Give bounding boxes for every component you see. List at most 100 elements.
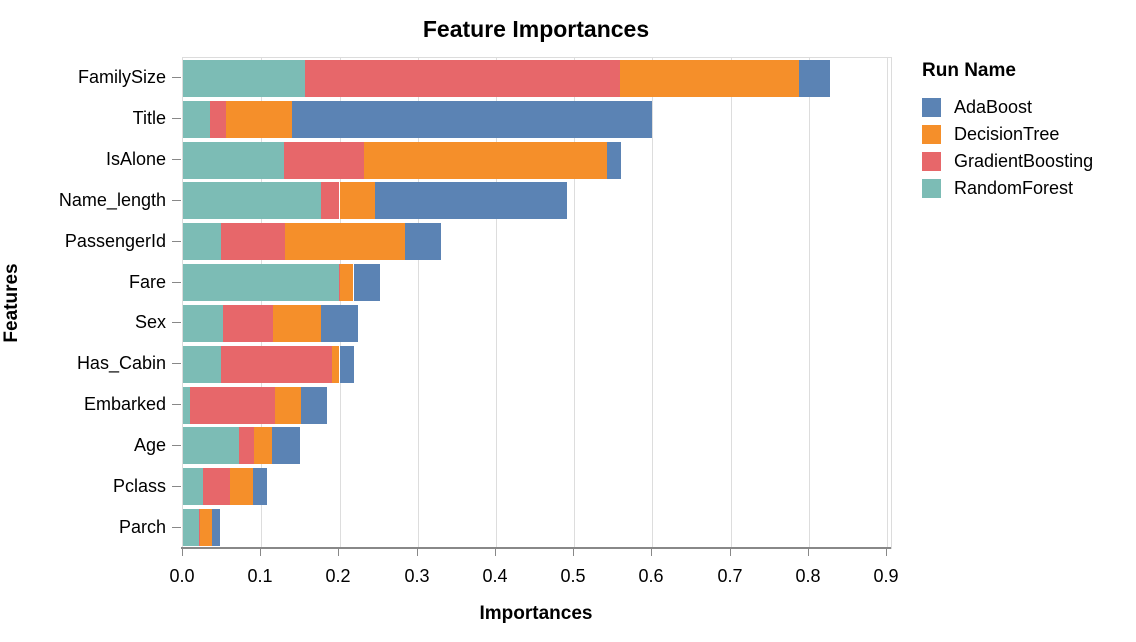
chart-title: Feature Importances — [422, 16, 650, 42]
legend-title: Run Name — [922, 60, 1016, 81]
gridline — [261, 58, 263, 548]
bar-segment-randomforest — [183, 264, 339, 302]
y-tick — [172, 200, 181, 201]
bar-segment-gradientboosting — [198, 509, 201, 547]
legend-label: GradientBoosting — [954, 151, 1094, 171]
x-tick — [260, 549, 261, 556]
bar-segment-decisiontree — [226, 100, 292, 138]
legend-item-randomforest: RandomForest — [922, 175, 1093, 202]
legend-item-decisiontree: DecisionTree — [922, 121, 1093, 148]
bar-segment-gradientboosting — [203, 468, 230, 506]
gridline — [887, 58, 889, 548]
bar-segment-gradientboosting — [305, 59, 620, 97]
y-tick — [172, 241, 181, 242]
x-tick-label: 0.1 — [247, 566, 273, 586]
bar-segment-gradientboosting — [190, 386, 276, 424]
bar-row-isalone — [183, 141, 891, 179]
y-tick-label: Parch — [118, 517, 166, 537]
bar-row-age — [183, 427, 891, 465]
y-tick — [172, 486, 181, 487]
x-tick — [338, 549, 339, 556]
bar-segment-gradientboosting — [338, 264, 341, 302]
bar-segment-adaboost — [607, 141, 622, 179]
x-tick — [573, 549, 574, 556]
bar-segment-adaboost — [253, 468, 267, 506]
gridline — [808, 58, 810, 548]
bar-segment-adaboost — [291, 100, 652, 138]
legend-swatch-icon — [922, 125, 941, 144]
bar-segment-decisiontree — [275, 386, 302, 424]
bar-row-has_cabin — [183, 345, 891, 383]
gridline — [495, 58, 497, 548]
x-tick — [495, 549, 496, 556]
bar-segment-randomforest — [183, 345, 221, 383]
bar-segment-randomforest — [183, 468, 204, 506]
gridline — [339, 58, 341, 548]
bar-row-passengerid — [183, 223, 891, 261]
y-tick-label: Fare — [128, 272, 166, 292]
x-tick-label: 0.0 — [169, 566, 195, 586]
bar-segment-decisiontree — [339, 182, 375, 220]
x-tick — [182, 549, 183, 556]
bar-segment-gradientboosting — [283, 141, 364, 179]
y-tick — [172, 322, 181, 323]
bar-row-familysize — [183, 59, 891, 97]
y-axis-title: Features — [1, 263, 22, 343]
bar-segment-adaboost — [798, 59, 830, 97]
bar-segment-decisiontree — [331, 345, 340, 383]
y-tick — [172, 282, 181, 283]
bar-segment-decisiontree — [254, 427, 273, 465]
bar-segment-gradientboosting — [210, 100, 226, 138]
bar-segment-randomforest — [183, 182, 321, 220]
bar-segment-randomforest — [183, 304, 223, 342]
y-tick-label: IsAlone — [105, 149, 166, 169]
bar-segment-randomforest — [183, 59, 305, 97]
y-tick — [172, 527, 181, 528]
y-tick-label: Pclass — [112, 476, 166, 496]
legend-items: AdaBoost DecisionTree GradientBoosting Rand… — [922, 94, 1093, 202]
bar-segment-gradientboosting — [238, 427, 255, 465]
y-tick-label: Sex — [134, 312, 166, 332]
y-tick — [172, 159, 181, 160]
bar-row-embarked — [183, 386, 891, 424]
x-tick — [417, 549, 418, 556]
bar-segment-decisiontree — [273, 304, 321, 342]
y-tick — [172, 404, 181, 405]
y-tick — [172, 77, 181, 78]
legend-swatch-icon — [922, 98, 941, 117]
x-tick — [808, 549, 809, 556]
bar-segment-randomforest — [183, 100, 211, 138]
bar-segment-adaboost — [301, 386, 327, 424]
bar-segment-decisiontree — [229, 468, 254, 506]
legend: Run Name AdaBoost DecisionTree GradientBoo… — [922, 60, 1093, 202]
legend-label: AdaBoost — [954, 97, 1033, 117]
bar-row-pclass — [183, 468, 891, 506]
bar-segment-adaboost — [320, 304, 359, 342]
bar-row-parch — [183, 509, 891, 547]
legend-swatch-icon — [922, 152, 941, 171]
bar-segment-randomforest — [183, 509, 199, 547]
gridline — [730, 58, 732, 548]
x-tick-label: 0.9 — [873, 566, 899, 586]
bar-row-name_length — [183, 182, 891, 220]
bar-row-sex — [183, 304, 891, 342]
bar-row-fare — [183, 264, 891, 302]
x-tick-label: 0.5 — [560, 566, 586, 586]
x-tick-label: 0.6 — [638, 566, 664, 586]
x-tick-label: 0.8 — [795, 566, 821, 586]
bar-segment-decisiontree — [619, 59, 799, 97]
bar-segment-randomforest — [183, 386, 190, 424]
bar-segment-decisiontree — [284, 223, 406, 261]
y-tick — [172, 118, 181, 119]
x-tick-label: 0.7 — [717, 566, 743, 586]
plot-area — [182, 57, 892, 549]
bar-segment-adaboost — [374, 182, 568, 220]
y-tick-label: Age — [133, 435, 166, 455]
bar-segment-decisiontree — [363, 141, 607, 179]
y-tick-label: Title — [132, 108, 166, 128]
bar-segment-gradientboosting — [320, 182, 340, 220]
x-tick-label: 0.4 — [482, 566, 508, 586]
x-tick-label: 0.3 — [404, 566, 430, 586]
bar-segment-adaboost — [272, 427, 300, 465]
bar-segment-gradientboosting — [221, 223, 285, 261]
